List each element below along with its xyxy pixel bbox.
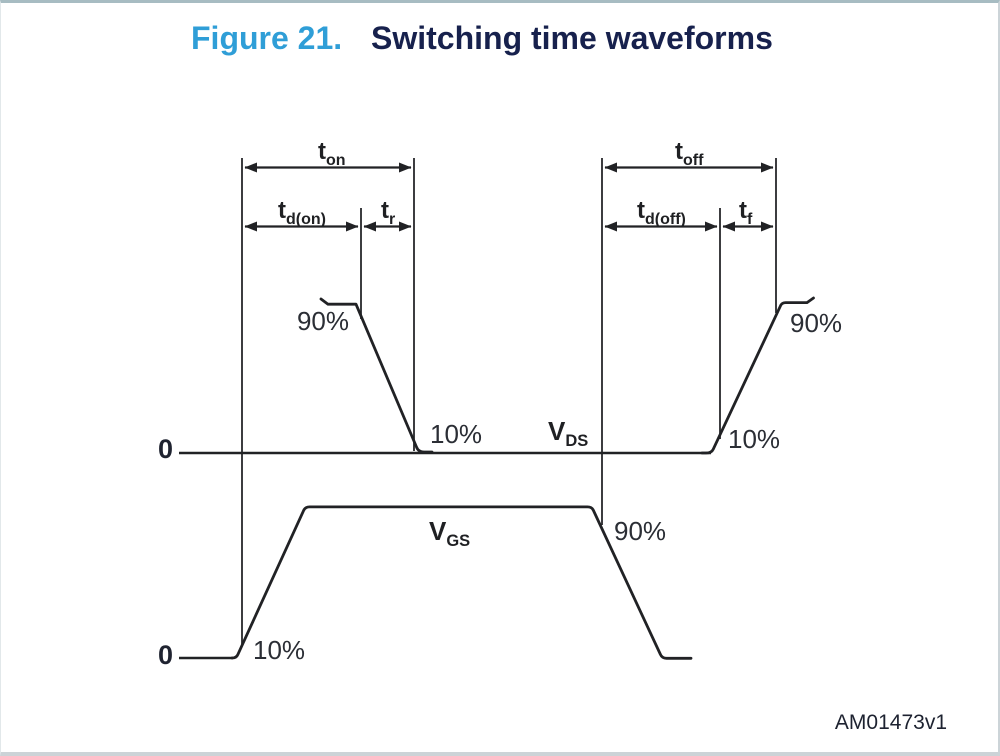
ton-label: ton	[318, 138, 346, 169]
figure-title-number: Figure 21.	[191, 20, 342, 56]
vds-rise-90pct-label: 90%	[790, 308, 842, 338]
tdoff-label: td(off)	[637, 197, 686, 228]
vgs-rise-10pct-label: 10%	[253, 635, 305, 665]
vds-falling-edge	[319, 297, 434, 454]
vds-fall-90pct-label: 90%	[297, 306, 349, 336]
vgs-fall-90pct-label: 90%	[614, 516, 666, 546]
tf-label: tf	[739, 197, 753, 228]
switching-waveform-diagram: Figure 21. Switching time waveforms ton	[158, 20, 947, 734]
vgs-signal-label: VGS	[429, 516, 470, 550]
timing-arrows	[244, 162, 774, 232]
tdon-label: td(on)	[278, 197, 326, 228]
vgs-zero-label: 0	[158, 640, 173, 670]
reference-lines	[241, 158, 777, 644]
toff-label: toff	[675, 138, 704, 169]
vds-signal-label: VDS	[548, 416, 588, 450]
tr-label: tr	[381, 197, 395, 228]
vgs-waveform	[230, 505, 693, 660]
vds-rising-edge	[700, 296, 815, 455]
figure-title-text: Switching time waveforms	[371, 20, 773, 56]
figure-title: Figure 21. Switching time waveforms	[191, 20, 773, 56]
vds-zero-label: 0	[158, 434, 173, 464]
vds-fall-10pct-label: 10%	[430, 419, 482, 449]
figure-reference-code: AM01473v1	[835, 711, 947, 734]
vds-rise-10pct-label: 10%	[728, 424, 780, 454]
